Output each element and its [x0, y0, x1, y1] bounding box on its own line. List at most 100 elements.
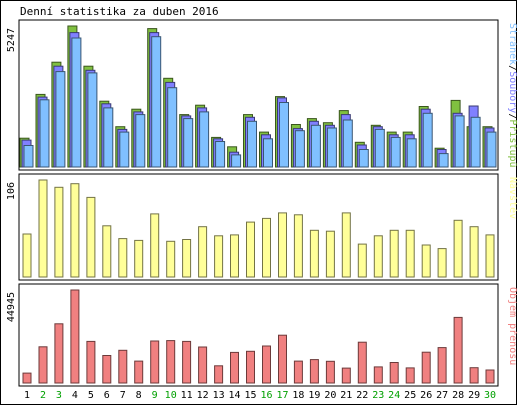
bar-kbytes-day-23 — [373, 366, 383, 384]
legend-item-2: Soubory — [507, 71, 517, 113]
x-tick-day-5: 5 — [88, 390, 94, 401]
bar-kbytes-day-26 — [421, 351, 431, 384]
x-axis-day-labels: 1 2 3 4 5 6 7 8 9 10 11 12 13 14 15 16 17 18 19 20 21 22 23 24 2… — [24, 390, 496, 401]
bar-pages-day-27 — [438, 153, 449, 168]
x-tick-day-8: 8 — [136, 390, 142, 401]
bar-visits-day-15 — [246, 221, 255, 278]
bar-pages-day-20 — [326, 127, 337, 168]
bar-kbytes-day-11 — [182, 340, 192, 384]
x-tick-day-13: 13 — [213, 390, 225, 401]
bar-visits-day-17 — [278, 212, 287, 278]
legend-item-1: Stránek — [507, 23, 517, 65]
bar-kbytes-day-10 — [166, 340, 176, 384]
bar-kbytes-day-14 — [230, 351, 239, 384]
bar-visits-day-14 — [230, 234, 239, 278]
bar-visits-day-19 — [309, 229, 319, 278]
bar-pages-day-14 — [231, 154, 242, 168]
bar-pages-day-11 — [183, 118, 194, 168]
x-tick-day-9: 9 — [152, 390, 158, 401]
x-tick-day-18: 18 — [292, 390, 304, 401]
bar-visits-day-25 — [405, 229, 415, 278]
bar-pages-day-4 — [71, 37, 82, 168]
legend: Stránek/Soubory/Přístupů — [507, 23, 517, 168]
bar-pages-day-26 — [422, 112, 433, 168]
legend: Návštěv — [507, 177, 517, 219]
y-max-label: 44945 — [6, 292, 17, 322]
bar-visits-day-26 — [421, 244, 431, 278]
bar-pages-day-24 — [390, 136, 401, 168]
bar-kbytes-day-22 — [357, 341, 367, 384]
x-tick-day-6: 6 — [104, 390, 110, 401]
x-tick-day-7: 7 — [120, 390, 126, 401]
bar-visits-day-1 — [22, 233, 32, 278]
panel-frame — [18, 19, 499, 171]
bar-pages-day-30 — [486, 131, 497, 168]
bar-visits-day-16 — [262, 217, 271, 278]
bar-visits-day-28 — [453, 219, 463, 278]
bar-kbytes-day-13 — [214, 365, 224, 384]
y-max-label: 5247 — [6, 28, 17, 52]
x-tick-day-17: 17 — [276, 390, 288, 401]
bar-kbytes-day-9 — [150, 340, 160, 384]
bar-kbytes-day-16 — [262, 345, 271, 384]
x-tick-day-15: 15 — [244, 390, 256, 401]
bar-kbytes-day-19 — [309, 359, 319, 384]
bar-kbytes-day-3 — [54, 323, 64, 384]
bar-kbytes-day-17 — [278, 334, 287, 384]
x-tick-day-27: 27 — [436, 390, 448, 401]
bar-pages-day-28 — [454, 115, 465, 168]
bar-pages-day-16 — [263, 138, 273, 168]
bar-pages-day-15 — [247, 120, 257, 168]
x-tick-day-28: 28 — [452, 390, 464, 401]
y-max-label: 106 — [6, 182, 17, 200]
bar-kbytes-day-7 — [118, 349, 128, 384]
bar-visits-day-21 — [341, 212, 351, 278]
bar-visits-day-23 — [373, 235, 383, 278]
bar-visits-day-8 — [134, 239, 144, 278]
bar-pages-day-29 — [470, 116, 481, 168]
legend-item-1: Návštěv — [507, 177, 517, 219]
bar-kbytes-day-29 — [469, 367, 479, 384]
bar-kbytes-day-6 — [102, 355, 112, 384]
bar-pages-day-22 — [358, 149, 369, 168]
x-tick-day-2: 2 — [40, 390, 46, 401]
x-tick-day-30: 30 — [484, 390, 496, 401]
bar-pages-day-12 — [199, 111, 210, 168]
x-tick-day-19: 19 — [308, 390, 320, 401]
legend-separator: / — [507, 65, 517, 71]
bar-pages-day-3 — [55, 71, 66, 168]
bar-kbytes-day-2 — [38, 346, 48, 384]
bar-pages-day-2 — [39, 99, 50, 168]
x-tick-day-26: 26 — [420, 390, 432, 401]
x-tick-day-10: 10 — [165, 390, 177, 401]
x-tick-day-22: 22 — [356, 390, 368, 401]
bar-kbytes-day-30 — [485, 369, 495, 384]
x-tick-day-4: 4 — [72, 390, 78, 401]
bar-kbytes-day-4 — [70, 289, 80, 384]
bar-visits-day-3 — [54, 186, 64, 278]
x-tick-day-24: 24 — [388, 390, 400, 401]
x-tick-day-1: 1 — [24, 390, 30, 401]
x-tick-day-21: 21 — [340, 390, 352, 401]
legend-item-1: Objem přenosu — [507, 287, 517, 365]
bar-visits-day-20 — [325, 230, 335, 278]
bar-kbytes-day-25 — [405, 367, 415, 384]
bar-visits-day-13 — [214, 235, 224, 278]
bar-kbytes-day-20 — [325, 360, 335, 384]
x-tick-day-25: 25 — [404, 390, 416, 401]
bar-pages-day-25 — [406, 138, 417, 168]
bar-visits-day-9 — [150, 213, 160, 278]
panel-frame — [18, 173, 499, 281]
x-tick-day-12: 12 — [197, 390, 209, 401]
bar-visits-day-5 — [86, 196, 96, 278]
bar-pages-day-6 — [103, 107, 114, 168]
bar-pages-day-18 — [294, 130, 305, 168]
bar-visits-day-27 — [437, 248, 447, 278]
legend-item-3: Přístupů — [507, 119, 517, 167]
bar-kbytes-day-27 — [437, 347, 447, 384]
bar-visits-day-12 — [198, 226, 208, 278]
bar-visits-day-2 — [38, 179, 48, 278]
bar-pages-day-7 — [119, 131, 130, 168]
